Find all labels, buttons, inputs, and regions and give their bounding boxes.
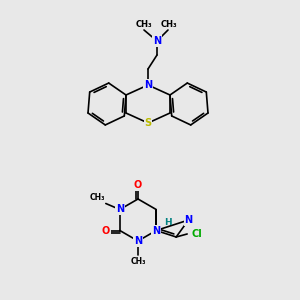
Text: CH₃: CH₃ xyxy=(130,257,146,266)
Text: N: N xyxy=(153,36,161,46)
Text: O: O xyxy=(102,226,110,236)
Text: CH₃: CH₃ xyxy=(136,20,152,29)
Text: N: N xyxy=(144,80,152,90)
Text: N: N xyxy=(184,215,193,225)
Text: Cl: Cl xyxy=(191,229,202,239)
Text: H: H xyxy=(164,218,172,227)
Text: N: N xyxy=(134,236,142,246)
Text: CH₃: CH₃ xyxy=(161,20,177,29)
Text: N: N xyxy=(152,226,160,236)
Text: CH₃: CH₃ xyxy=(89,194,105,202)
Text: S: S xyxy=(144,118,152,128)
Text: O: O xyxy=(134,180,142,190)
Text: N: N xyxy=(116,205,124,214)
